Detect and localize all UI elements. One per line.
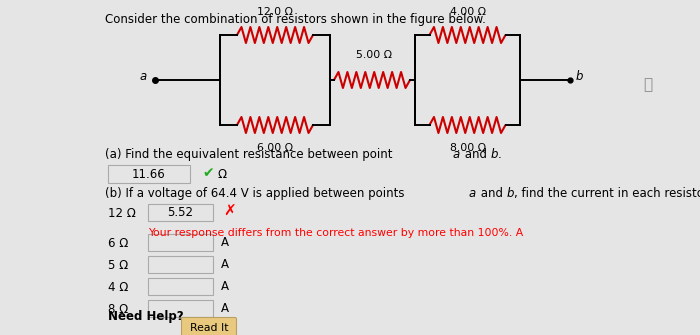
Text: 8 Ω: 8 Ω xyxy=(108,303,128,316)
Text: 5.52: 5.52 xyxy=(167,206,193,219)
Text: ✗: ✗ xyxy=(223,204,236,219)
Bar xyxy=(108,165,190,183)
Text: A: A xyxy=(221,236,229,249)
Bar xyxy=(148,204,213,221)
Text: A: A xyxy=(221,258,229,271)
Text: Read It: Read It xyxy=(190,323,228,333)
Text: 6 Ω: 6 Ω xyxy=(108,237,128,250)
Bar xyxy=(148,256,213,273)
Text: 12.0 Ω: 12.0 Ω xyxy=(257,7,293,17)
Text: 5 Ω: 5 Ω xyxy=(108,259,128,272)
Text: and: and xyxy=(461,148,491,161)
Text: and: and xyxy=(477,187,507,200)
Text: .: . xyxy=(498,148,502,161)
Text: a: a xyxy=(469,187,476,200)
Bar xyxy=(148,234,213,251)
Text: A: A xyxy=(221,280,229,293)
Text: a: a xyxy=(140,70,147,83)
Text: , find the current in each resistor.: , find the current in each resistor. xyxy=(514,187,700,200)
Text: ✔: ✔ xyxy=(202,166,214,180)
Text: (b) If a voltage of 64.4 V is applied between points: (b) If a voltage of 64.4 V is applied be… xyxy=(105,187,408,200)
Text: A: A xyxy=(221,302,229,315)
Text: 5.00 Ω: 5.00 Ω xyxy=(356,50,392,60)
Text: (a) Find the equivalent resistance between point: (a) Find the equivalent resistance betwe… xyxy=(105,148,396,161)
Text: 8.00 Ω: 8.00 Ω xyxy=(449,143,486,153)
Text: 11.66: 11.66 xyxy=(132,168,166,181)
Text: 4.00 Ω: 4.00 Ω xyxy=(449,7,486,17)
Text: 6.00 Ω: 6.00 Ω xyxy=(257,143,293,153)
Text: b: b xyxy=(507,187,514,200)
Text: 4 Ω: 4 Ω xyxy=(108,281,128,294)
Text: Your response differs from the correct answer by more than 100%. A: Your response differs from the correct a… xyxy=(148,228,524,238)
Text: Consider the combination of resistors shown in the figure below.: Consider the combination of resistors sh… xyxy=(105,13,486,26)
Text: Need Help?: Need Help? xyxy=(108,310,183,323)
Text: a: a xyxy=(453,148,461,161)
Text: Ω: Ω xyxy=(218,168,227,181)
Text: 12 Ω: 12 Ω xyxy=(108,207,136,220)
Text: b: b xyxy=(576,70,584,83)
Bar xyxy=(148,300,213,317)
Text: b: b xyxy=(491,148,498,161)
FancyBboxPatch shape xyxy=(181,318,237,335)
Text: ⓘ: ⓘ xyxy=(643,77,652,92)
Bar xyxy=(148,278,213,295)
